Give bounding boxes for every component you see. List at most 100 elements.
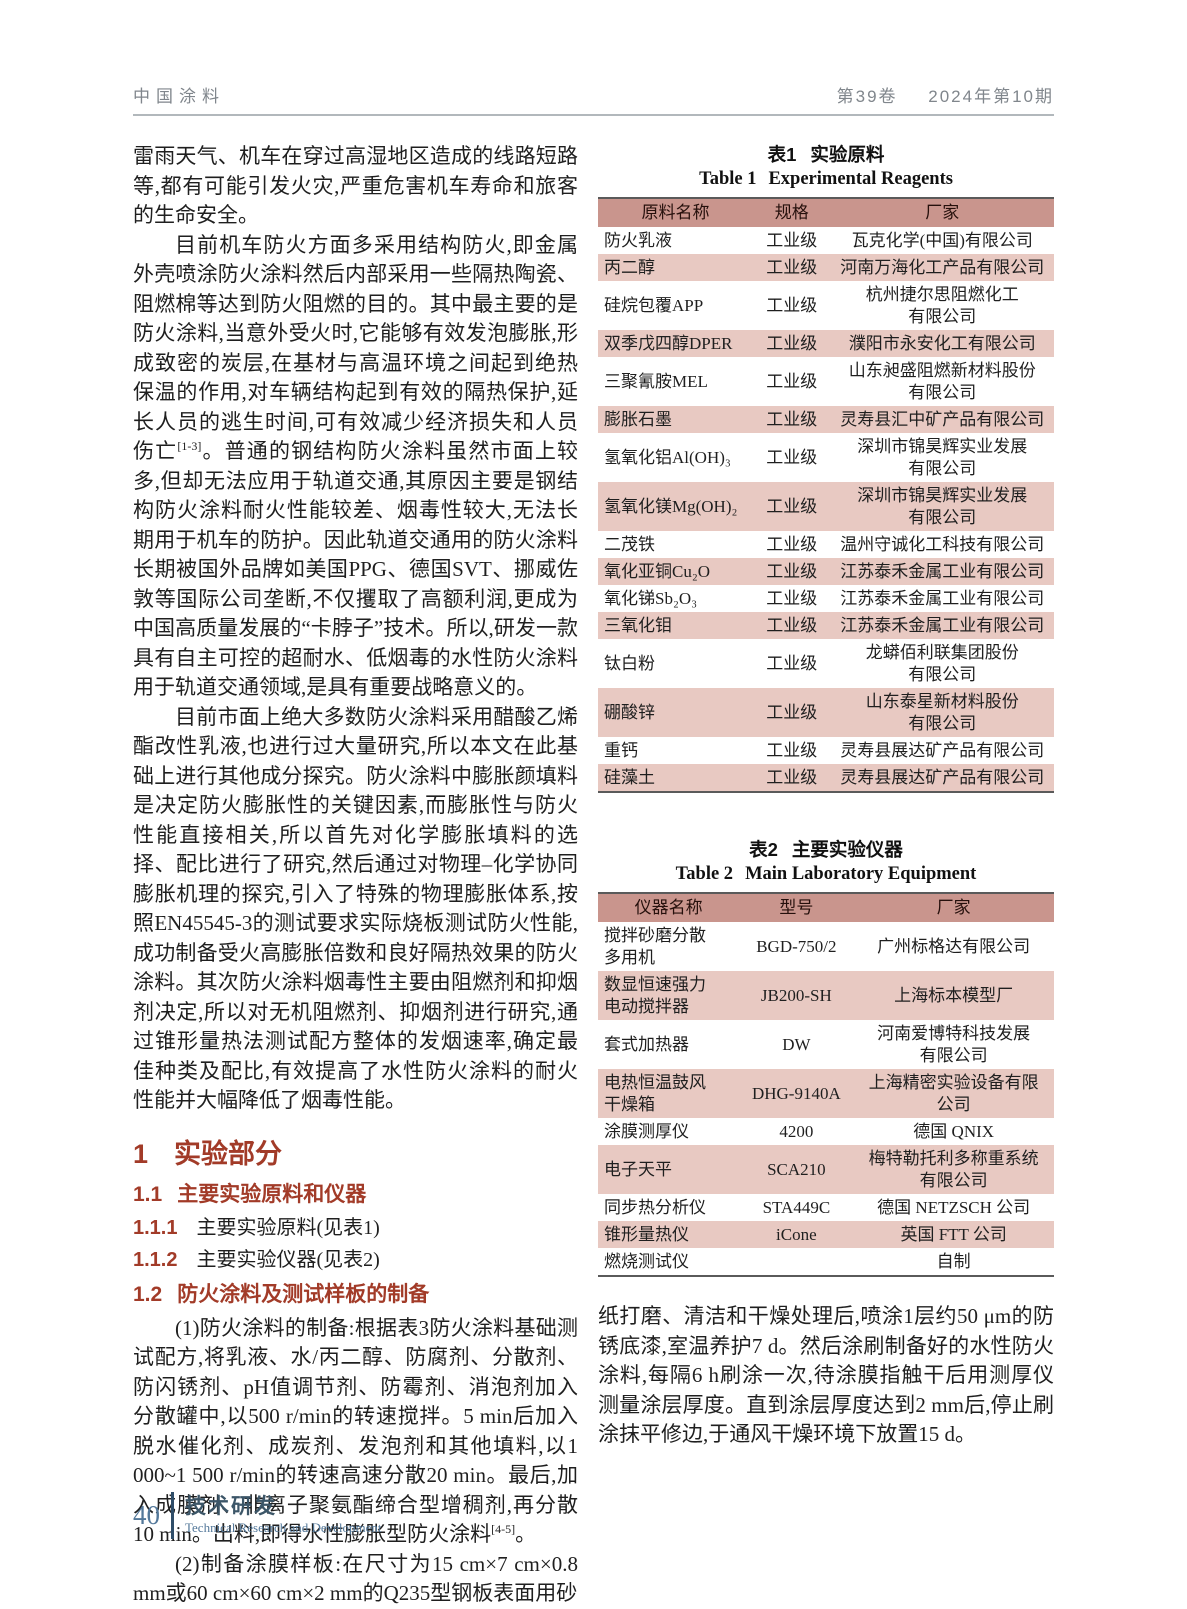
manufacturer-cell: 梅特勒托利多称重系统 有限公司 xyxy=(868,1148,1039,1190)
table-row: 套式加热器 DW 河南爱博特科技发展 有限公司 xyxy=(598,1020,1054,1069)
instrument-name-cell: 电子天平 xyxy=(604,1159,672,1179)
section-number: 1.1.1 xyxy=(133,1216,178,1239)
paragraph: (1)防火涂料的制备:根据表3防火涂料基础测试配方,将乳液、水/丙二醇、防腐剂、… xyxy=(133,1314,578,1550)
manufacturer-cell: 江苏泰禾金属工业有限公司 xyxy=(840,615,1045,635)
table-row: 丙二醇 工业级 河南万海化工产品有限公司 xyxy=(598,254,1054,281)
model-cell: DW xyxy=(782,1034,811,1054)
model-cell: 4200 xyxy=(779,1121,814,1141)
journal-name: 中国涂料 xyxy=(133,87,225,106)
instrument-name-cell: 套式加热器 xyxy=(604,1034,689,1054)
manufacturer-cell: 深圳市锦昊辉实业发展 有限公司 xyxy=(857,436,1028,478)
left-column: 雷雨天气、机车在穿过高湿地区造成的线路短路等,都有可能引发火灾,严重危害机车寿命… xyxy=(133,142,578,1609)
table-row: 重钙 工业级 灵寿县展达矿产品有限公司 xyxy=(598,737,1054,764)
table-row: 二茂铁 工业级 温州守诚化工科技有限公司 xyxy=(598,531,1054,558)
reagent-name-cell: 硼酸锌 xyxy=(604,702,655,722)
table-row: 数显恒速强力 电动搅拌器 JB200-SH 上海标本模型厂 xyxy=(598,971,1054,1020)
section-heading-1: 1 实验部分 xyxy=(133,1132,578,1171)
manufacturer-cell: 灵寿县展达矿产品有限公司 xyxy=(840,740,1045,760)
manufacturer-cell: 上海标本模型厂 xyxy=(894,985,1014,1005)
table-row: 氢氧化铝Al(OH)₃ 工业级 深圳市锦昊辉实业发展 有限公司 xyxy=(598,433,1054,482)
footer-section: 技术研发 Technical Research and Development xyxy=(185,1495,382,1536)
footer-section-en: Technical Research and Development xyxy=(185,1520,382,1535)
grade-cell: 工业级 xyxy=(766,588,818,608)
header-row: 原料名称 规格 厂家 xyxy=(598,198,1054,227)
manufacturer-cell: 河南爱博特科技发展 有限公司 xyxy=(877,1023,1031,1065)
model-cell: JB200-SH xyxy=(760,985,832,1005)
manufacturer-cell: 温州守诚化工科技有限公司 xyxy=(840,534,1045,554)
table-row: 硅藻土 工业级 灵寿县展达矿产品有限公司 xyxy=(598,764,1054,792)
reagent-name-cell: 氧化亚铜Cu₂O xyxy=(604,561,711,581)
manufacturer-cell: 深圳市锦昊辉实业发展 有限公司 xyxy=(857,485,1028,527)
paragraph-text: 目前市面上绝大多数防火涂料采用醋酸乙烯酯改性乳液,也进行过大量研究,所以本文在此… xyxy=(133,704,578,1113)
table2-title-zh: 表2 主要实验仪器 xyxy=(598,837,1054,862)
instrument-name-cell: 锥形量热仪 xyxy=(604,1224,689,1244)
table2-label-en: Table 2 xyxy=(675,864,734,884)
grade-cell: 工业级 xyxy=(766,295,818,315)
reagent-name-cell: 双季戊四醇DPER xyxy=(604,333,733,353)
reagent-name-cell: 丙二醇 xyxy=(604,257,655,277)
table-row: 钛白粉 工业级 龙蟒佰利联集团股份 有限公司 xyxy=(598,639,1054,688)
instrument-name-cell: 电热恒温鼓风 干燥箱 xyxy=(604,1072,706,1114)
section-number: 1.1.2 xyxy=(133,1248,178,1271)
paragraph-text: 。普通的钢结构防火涂料虽然市面上较多,但却无法应用于轨道交通,其原因主要是钢结构… xyxy=(133,439,579,699)
reagent-name-cell: 三氧化钼 xyxy=(604,615,672,635)
table-row: 氧化锑Sb₂O₃ 工业级 江苏泰禾金属工业有限公司 xyxy=(598,585,1054,612)
table-row: 双季戊四醇DPER 工业级 濮阳市永安化工有限公司 xyxy=(598,330,1054,357)
section-number: 1 xyxy=(133,1138,149,1169)
section-number: 1.1 xyxy=(133,1182,163,1206)
table-row: 三氧化钼 工业级 江苏泰禾金属工业有限公司 xyxy=(598,612,1054,639)
paragraph: 目前机车防火方面多采用结构防火,即金属外壳喷涂防火涂料然后内部采用一些隔热陶瓷、… xyxy=(133,231,578,703)
grade-cell: 工业级 xyxy=(766,409,818,429)
two-column-layout: 雷雨天气、机车在穿过高湿地区造成的线路短路等,都有可能引发火灾,严重危害机车寿命… xyxy=(133,142,1054,1609)
manufacturer-cell: 山东泰星新材料股份 有限公司 xyxy=(865,691,1019,733)
table2-block: 表2 主要实验仪器 Table 2 Main Laboratory Equipmen… xyxy=(598,837,1054,1277)
footer-section-zh: 技术研发 xyxy=(185,1495,277,1518)
instrument-name-cell: 涂膜测厚仪 xyxy=(604,1121,689,1141)
section-heading-1.2: 1.2 防火涂料及测试样板的制备 xyxy=(133,1280,578,1309)
grade-cell: 工业级 xyxy=(766,615,818,635)
manufacturer-cell: 灵寿县汇中矿产品有限公司 xyxy=(840,409,1045,429)
table2-label-zh: 表2 xyxy=(749,839,778,860)
reagent-name-cell: 防火乳液 xyxy=(604,230,672,250)
section-title: 主要实验原料(见表1) xyxy=(196,1216,380,1239)
running-head: 中国涂料 第39卷 2024年第10期 xyxy=(133,82,1054,116)
manufacturer-cell: 英国 FTT 公司 xyxy=(900,1224,1007,1244)
manufacturer-cell: 上海精密实验设备有限 公司 xyxy=(868,1072,1039,1114)
manufacturer-cell: 德国 QNIX xyxy=(913,1121,995,1141)
instrument-name-cell: 数显恒速强力 电动搅拌器 xyxy=(604,974,706,1016)
table2-title-en: Table 2 Main Laboratory Equipment xyxy=(598,862,1054,887)
reagent-name-cell: 膨胀石墨 xyxy=(604,409,672,429)
table1-title-zh: 表1 实验原料 xyxy=(598,142,1054,167)
table-row: 氢氧化镁Mg(OH)₂ 工业级 深圳市锦昊辉实业发展 有限公司 xyxy=(598,482,1054,531)
reagent-name-cell: 三聚氰胺MEL xyxy=(604,371,708,391)
table-row: 氧化亚铜Cu₂O 工业级 江苏泰禾金属工业有限公司 xyxy=(598,558,1054,585)
table-row: 硅烷包覆APP 工业级 杭州捷尔思阻燃化工 有限公司 xyxy=(598,281,1054,330)
paragraph: 目前市面上绝大多数防火涂料采用醋酸乙烯酯改性乳液,也进行过大量研究,所以本文在此… xyxy=(133,703,578,1116)
paragraph-text: 。 xyxy=(515,1522,537,1546)
table-row: 硼酸锌 工业级 山东泰星新材料股份 有限公司 xyxy=(598,688,1054,737)
footer-divider xyxy=(171,1492,174,1539)
grade-cell: 工业级 xyxy=(766,447,818,467)
section-heading-1.1.2: 1.1.2 主要实验仪器(见表2) xyxy=(133,1246,578,1275)
table1-caption-zh: 实验原料 xyxy=(810,144,885,165)
model-cell: BGD-750/2 xyxy=(756,936,837,956)
model-cell: STA449C xyxy=(762,1197,831,1217)
manufacturer-cell: 濮阳市永安化工有限公司 xyxy=(848,333,1036,353)
table-row: 膨胀石墨 工业级 灵寿县汇中矿产品有限公司 xyxy=(598,406,1054,433)
instrument-name-cell: 燃烧测试仪 xyxy=(604,1251,689,1271)
reagent-name-cell: 重钙 xyxy=(604,740,638,760)
grade-cell: 工业级 xyxy=(766,702,818,722)
citation-ref: [4-5] xyxy=(491,1522,516,1536)
manufacturer-cell: 自制 xyxy=(936,1251,971,1271)
paragraph: 纸打磨、清洁和干燥处理后,喷涂1层约50 μm的防锈底漆,室温养护7 d。然后涂… xyxy=(598,1304,1054,1446)
table2-caption-en: Main Laboratory Equipment xyxy=(745,864,977,884)
manufacturer-cell: 龙蟒佰利联集团股份 有限公司 xyxy=(865,642,1019,684)
manufacturer-cell: 江苏泰禾金属工业有限公司 xyxy=(840,588,1045,608)
paragraph: 雷雨天气、机车在穿过高湿地区造成的线路短路等,都有可能引发火灾,严重危害机车寿命… xyxy=(133,142,578,231)
instrument-name-cell: 搅拌砂磨分散 多用机 xyxy=(604,925,706,967)
model-cell xyxy=(739,1248,853,1276)
equipment-table: 仪器名称 型号 厂家 搅拌砂磨分散 多用机 BGD-750/2 广州标格达有限公司 数显恒速… xyxy=(598,892,1054,1277)
manufacturer-cell: 瓦克化学(中国)有限公司 xyxy=(851,230,1033,250)
paragraph-text: 雷雨天气、机车在穿过高湿地区造成的线路短路等,都有可能引发火灾,严重危害机车寿命… xyxy=(133,144,578,227)
table-row: 同步热分析仪 STA449C 德国 NETZSCH 公司 xyxy=(598,1194,1054,1221)
